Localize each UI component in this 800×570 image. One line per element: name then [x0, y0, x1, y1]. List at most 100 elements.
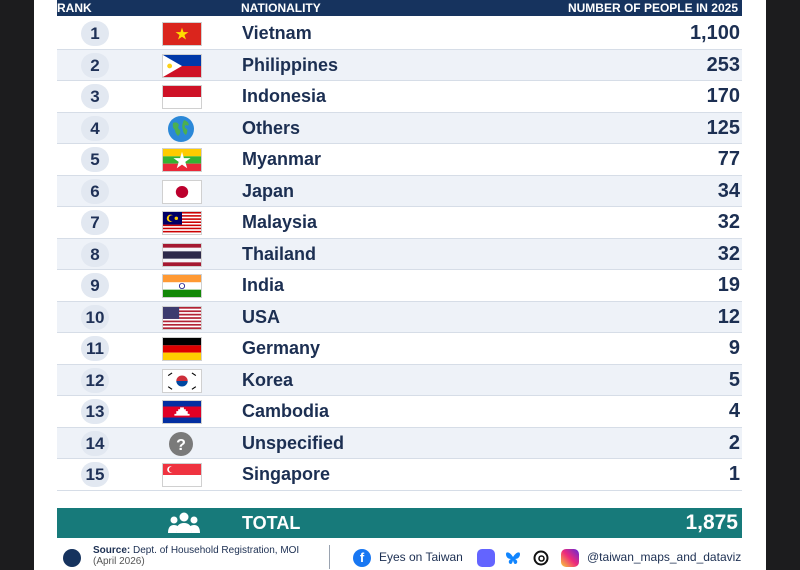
table-row: 7 Malaysia 32 — [57, 207, 742, 239]
infographic-card: RANK NATIONALITY NUMBER OF PEOPLE IN 202… — [34, 0, 766, 570]
globe-icon — [167, 115, 195, 143]
count-cell: 5 — [728, 368, 740, 391]
rank-badge: 6 — [81, 178, 109, 204]
total-value: 1,875 — [685, 511, 738, 534]
rank-column-header: RANK — [57, 1, 92, 15]
count-cell: 32 — [717, 242, 740, 265]
bluesky-icon[interactable] — [504, 549, 522, 567]
rank-badge: 14 — [81, 430, 109, 456]
rank-badge: 3 — [81, 84, 109, 109]
question-icon: ? — [167, 430, 195, 458]
malaysia-flag — [162, 211, 202, 235]
rank-badge: 13 — [81, 399, 109, 424]
instagram-handle[interactable]: @taiwan_maps_and_dataviz — [587, 550, 742, 564]
japan-flag — [162, 179, 202, 204]
table-row: 2 Philippines 253 — [57, 49, 742, 81]
india-flag — [162, 274, 202, 298]
nationality-cell: Unspecified — [242, 432, 345, 453]
count-cell: 19 — [717, 274, 740, 296]
source-text: Dept. of Household Registration, MOI — [133, 545, 300, 556]
count-cell: 1,100 — [689, 22, 740, 44]
table-row: 9 India 19 — [57, 270, 742, 302]
rank-badge: 7 — [81, 210, 109, 235]
footer: Source: Dept. of Household Registration,… — [57, 543, 742, 570]
table-body: 1 Vietnam 1,100 2 Philippines 253 3 Indonesia 17… — [57, 18, 742, 491]
footer-divider — [329, 545, 330, 569]
usa-flag — [162, 305, 202, 330]
count-cell: 77 — [717, 148, 740, 170]
table-row: 3 Indonesia 170 — [57, 81, 742, 113]
nationality-cell: Thailand — [242, 243, 317, 264]
nationality-cell: Japan — [242, 180, 295, 201]
total-row: TOTAL 1,875 — [57, 508, 742, 538]
count-cell: 9 — [728, 337, 740, 359]
nationality-cell: Cambodia — [242, 401, 330, 421]
rank-badge: 4 — [81, 115, 109, 141]
count-cell: 32 — [717, 211, 740, 233]
nationality-cell: Malaysia — [242, 212, 318, 232]
table-row: 8 Thailand 32 — [57, 238, 742, 270]
table-row: 14? Unspecified 2 — [57, 427, 742, 459]
nationality-cell: Vietnam — [242, 23, 312, 43]
rank-badge: 2 — [81, 52, 109, 78]
mastodon-icon[interactable] — [477, 549, 495, 567]
rank-badge: 8 — [81, 241, 109, 267]
threads-icon[interactable] — [532, 549, 550, 567]
count-cell: 125 — [706, 116, 740, 139]
nationality-cell: Indonesia — [242, 86, 327, 106]
count-cell: 12 — [717, 305, 740, 328]
table-row: 12 Korea 5 — [57, 364, 742, 396]
count-column-header: NUMBER OF PEOPLE IN 2025 — [567, 1, 738, 15]
indonesia-flag — [162, 85, 202, 109]
source-label: Source: — [93, 545, 131, 556]
rank-badge: 1 — [81, 21, 109, 46]
table-row: 15 Singapore 1 — [57, 459, 742, 491]
korea-flag — [162, 368, 202, 393]
nationality-column-header: NATIONALITY — [241, 1, 321, 15]
table-row: 4 Others 125 — [57, 112, 742, 144]
nationality-cell: Philippines — [242, 54, 339, 75]
table-row: 11 Germany 9 — [57, 333, 742, 365]
table-row: 5 Myanmar 77 — [57, 144, 742, 176]
svg-text:?: ? — [176, 437, 186, 454]
table-row: 13 Cambodia 4 — [57, 396, 742, 428]
people-icon — [168, 512, 200, 533]
rank-badge: 15 — [81, 462, 109, 487]
facebook-icon[interactable]: f — [353, 549, 371, 567]
table-row: 6 Japan 34 — [57, 175, 742, 207]
nationality-cell: Myanmar — [242, 149, 322, 169]
nationality-cell: Korea — [242, 369, 294, 390]
nationality-cell: India — [242, 275, 285, 295]
nationality-cell: Singapore — [242, 464, 331, 484]
count-cell: 4 — [728, 400, 740, 422]
cambodia-flag — [162, 400, 202, 424]
nationality-cell: Others — [242, 117, 301, 138]
count-cell: 34 — [717, 179, 740, 202]
count-cell: 253 — [706, 53, 740, 76]
source-note: Source: Dept. of Household Registration,… — [93, 545, 299, 567]
rank-badge: 9 — [81, 273, 109, 298]
rank-badge: 5 — [81, 147, 109, 172]
philippines-flag — [162, 53, 202, 78]
table-row: 1 Vietnam 1,100 — [57, 18, 742, 50]
myanmar-flag — [162, 148, 202, 172]
table-header: RANK NATIONALITY NUMBER OF PEOPLE IN 202… — [57, 0, 742, 16]
nationality-cell: Germany — [242, 338, 321, 358]
singapore-flag — [162, 463, 202, 487]
vietnam-flag — [162, 22, 202, 46]
facebook-handle[interactable]: Eyes on Taiwan — [379, 550, 463, 564]
count-cell: 1 — [728, 463, 740, 485]
count-cell: 2 — [728, 431, 740, 454]
rank-badge: 11 — [81, 336, 109, 361]
document-icon — [63, 549, 81, 567]
rank-badge: 10 — [81, 304, 109, 330]
count-cell: 170 — [706, 85, 740, 107]
table-row: 10 USA 12 — [57, 301, 742, 333]
thailand-flag — [162, 242, 202, 267]
source-date: (April 2026) — [93, 556, 145, 567]
nationality-cell: USA — [242, 306, 281, 327]
instagram-icon[interactable] — [561, 549, 579, 567]
rank-badge: 12 — [81, 367, 109, 393]
germany-flag — [162, 337, 202, 361]
total-label: TOTAL — [242, 513, 301, 533]
